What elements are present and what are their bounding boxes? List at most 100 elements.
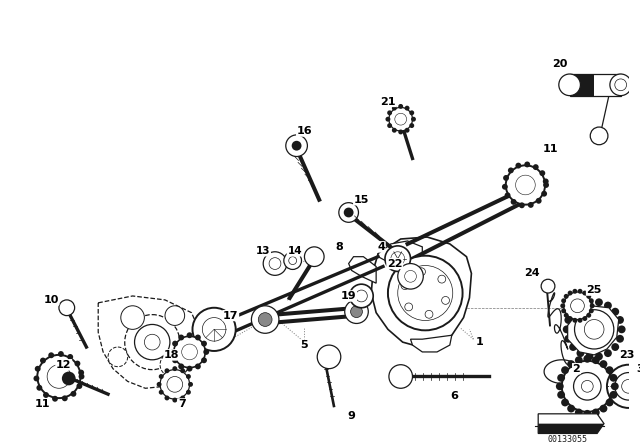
Circle shape — [182, 344, 197, 360]
Circle shape — [532, 164, 539, 170]
Text: 24: 24 — [525, 268, 540, 278]
Circle shape — [563, 325, 571, 333]
Circle shape — [577, 318, 582, 323]
Text: 10: 10 — [44, 295, 59, 305]
Text: 20: 20 — [552, 59, 568, 69]
Circle shape — [572, 289, 577, 294]
Circle shape — [561, 366, 569, 374]
Polygon shape — [378, 241, 422, 267]
Circle shape — [511, 199, 516, 205]
Text: 3: 3 — [637, 364, 640, 374]
Circle shape — [541, 279, 555, 293]
Circle shape — [289, 257, 296, 264]
Circle shape — [605, 366, 614, 374]
Circle shape — [540, 170, 545, 176]
Circle shape — [172, 398, 177, 402]
Circle shape — [561, 298, 566, 303]
Polygon shape — [568, 306, 619, 355]
Text: 15: 15 — [354, 195, 369, 205]
Circle shape — [575, 409, 583, 416]
Circle shape — [78, 370, 84, 375]
Text: 11: 11 — [542, 144, 557, 154]
Text: 8: 8 — [335, 242, 342, 252]
Text: 16: 16 — [297, 126, 312, 136]
Text: 10: 10 — [44, 295, 59, 305]
Circle shape — [391, 252, 404, 266]
Circle shape — [389, 108, 413, 131]
Circle shape — [305, 247, 324, 267]
Circle shape — [387, 110, 392, 115]
Bar — [570, 74, 621, 95]
Circle shape — [611, 308, 619, 315]
Text: 25: 25 — [586, 285, 602, 295]
Text: 11: 11 — [35, 399, 50, 409]
Circle shape — [404, 106, 410, 111]
Circle shape — [404, 128, 410, 133]
Circle shape — [36, 385, 42, 391]
Circle shape — [43, 392, 49, 398]
Circle shape — [564, 316, 572, 324]
Circle shape — [524, 161, 530, 168]
Circle shape — [586, 353, 593, 360]
Text: 00133055: 00133055 — [548, 435, 588, 444]
Circle shape — [541, 191, 547, 197]
Circle shape — [284, 252, 301, 269]
Text: 5: 5 — [301, 340, 308, 350]
Polygon shape — [349, 257, 376, 283]
Circle shape — [604, 302, 612, 310]
Circle shape — [543, 178, 548, 185]
Circle shape — [108, 347, 127, 366]
Circle shape — [398, 104, 403, 109]
Circle shape — [164, 368, 170, 373]
Circle shape — [201, 358, 207, 363]
Circle shape — [410, 123, 414, 128]
Circle shape — [397, 263, 423, 289]
Circle shape — [417, 268, 426, 276]
Circle shape — [610, 74, 632, 95]
Circle shape — [48, 352, 54, 358]
Circle shape — [52, 396, 58, 402]
Circle shape — [569, 343, 577, 351]
Circle shape — [385, 117, 390, 122]
Circle shape — [37, 355, 81, 398]
Circle shape — [589, 298, 594, 303]
Circle shape — [188, 382, 193, 387]
Circle shape — [125, 314, 180, 370]
Text: 19: 19 — [341, 291, 356, 301]
Circle shape — [562, 361, 613, 412]
Polygon shape — [98, 296, 202, 388]
Text: 24: 24 — [525, 268, 540, 278]
Circle shape — [609, 374, 618, 382]
Circle shape — [186, 374, 191, 379]
Circle shape — [572, 318, 577, 323]
Circle shape — [557, 374, 565, 382]
Circle shape — [586, 313, 591, 318]
Circle shape — [600, 360, 607, 368]
Text: 7: 7 — [178, 399, 186, 409]
Circle shape — [317, 345, 340, 369]
Circle shape — [568, 291, 573, 296]
Circle shape — [401, 282, 409, 289]
Circle shape — [577, 289, 582, 294]
Circle shape — [616, 335, 624, 343]
Text: 2: 2 — [573, 364, 580, 374]
Circle shape — [345, 300, 368, 323]
Circle shape — [187, 332, 193, 338]
Circle shape — [575, 356, 583, 364]
Circle shape — [584, 319, 604, 339]
Text: 16: 16 — [297, 126, 312, 136]
Circle shape — [592, 356, 600, 364]
Circle shape — [356, 290, 367, 302]
Text: 4: 4 — [377, 242, 385, 252]
Circle shape — [160, 353, 184, 376]
Circle shape — [349, 284, 373, 308]
Circle shape — [172, 358, 178, 363]
Circle shape — [165, 306, 184, 325]
Circle shape — [58, 351, 64, 357]
Circle shape — [40, 358, 46, 363]
Circle shape — [590, 127, 608, 145]
Text: 22: 22 — [387, 258, 403, 268]
Text: 5: 5 — [301, 340, 308, 350]
Circle shape — [179, 363, 184, 369]
Circle shape — [259, 313, 272, 327]
